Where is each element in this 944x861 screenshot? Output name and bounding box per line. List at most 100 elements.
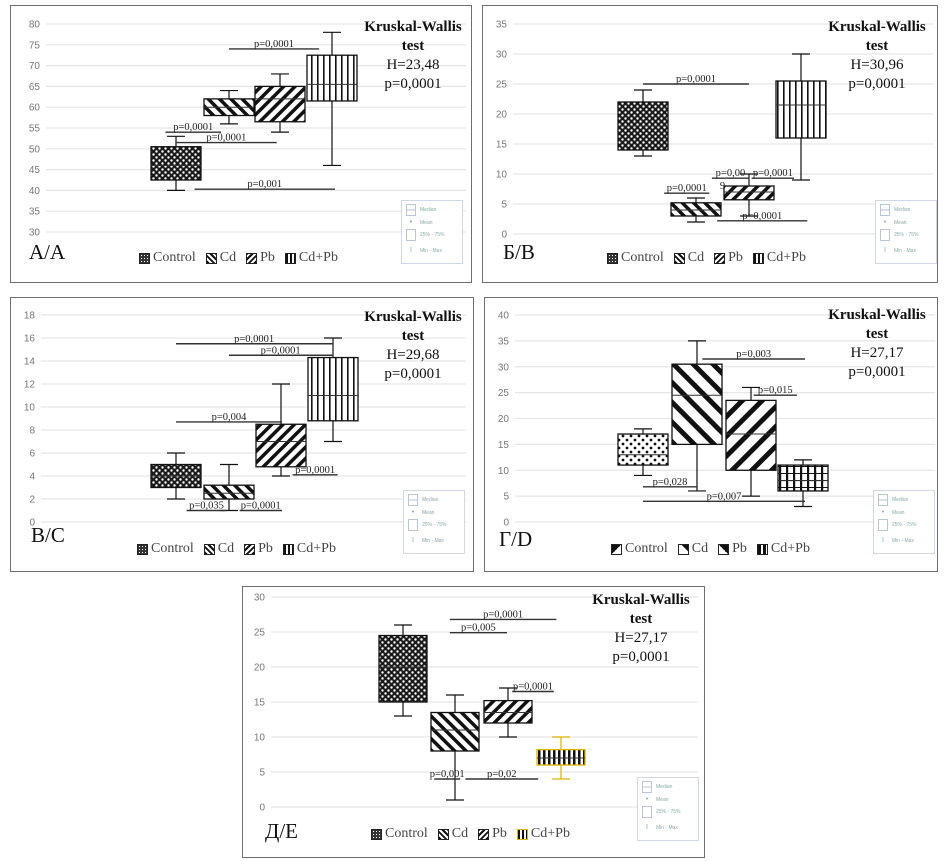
legend: Control Cd Pb Cd+Pb bbox=[607, 250, 806, 266]
p-value-bracket: p=0,0001 bbox=[664, 183, 710, 194]
p-value-bracket: p=0,001 bbox=[430, 769, 465, 780]
test-title: Kruskal-Wallis bbox=[828, 19, 926, 35]
y-tick-label: 30 bbox=[496, 50, 508, 61]
range-key-icon: I bbox=[412, 537, 414, 544]
h-statistic: H=29,68 bbox=[386, 347, 440, 363]
y-tick-label: 2 bbox=[29, 495, 35, 506]
legend-swatch bbox=[516, 828, 528, 840]
legend-swatch bbox=[137, 543, 148, 555]
p-value-label: p=0,0001 bbox=[742, 211, 782, 222]
median-key-icon bbox=[642, 781, 652, 793]
legend-label: Cd bbox=[217, 541, 235, 556]
legend-item-cd: Cd bbox=[673, 250, 705, 266]
y-tick-label: 30 bbox=[29, 228, 41, 239]
legend-item-cd-pb: Cd+Pb bbox=[282, 541, 336, 557]
key-label: Median bbox=[892, 497, 909, 503]
key-label: 25% - 75% bbox=[892, 522, 917, 528]
p-value-bracket: p=0,0001 bbox=[449, 609, 557, 620]
legend-item-pb: Pb bbox=[718, 541, 747, 557]
p-value-label: p=0,0001 bbox=[241, 501, 281, 512]
legend-label: Pb bbox=[492, 826, 507, 841]
y-tick-label: 40 bbox=[29, 186, 41, 197]
legend-item-pb: Pb bbox=[244, 541, 273, 557]
legend-label: Cd bbox=[219, 250, 237, 265]
key-label: 25% - 75% bbox=[656, 809, 681, 815]
y-tick-label: 35 bbox=[496, 20, 508, 31]
p-value-bracket: p=0,015 bbox=[753, 385, 797, 396]
box-cd-pb bbox=[307, 337, 359, 443]
legend-item-cd: Cd bbox=[437, 826, 468, 842]
kruskal-wallis-annotation: Kruskal-Wallis test H=27,17 p=0,0001 bbox=[827, 306, 927, 382]
y-tick-label: 8 bbox=[29, 426, 35, 437]
key-range: I Min - Max bbox=[642, 824, 678, 831]
box-cd bbox=[203, 463, 255, 512]
key-range: I Min - Max bbox=[880, 247, 916, 254]
key-range: I Min - Max bbox=[408, 537, 444, 544]
key-label: Min - Max bbox=[422, 537, 444, 544]
legend-item-control: Control bbox=[611, 541, 668, 557]
key-label: Median bbox=[420, 207, 437, 213]
key-label: Min - Max bbox=[892, 537, 914, 544]
y-tick-label: 20 bbox=[254, 663, 266, 674]
p-value-bracket: p=0,0001 bbox=[292, 465, 338, 476]
legend-item-control: Control bbox=[139, 250, 196, 266]
p-value-label: p=0,001 bbox=[247, 179, 282, 190]
legend-label: Pb bbox=[260, 250, 275, 265]
p-value-label: p=0,0001 bbox=[513, 682, 553, 693]
y-tick-label: 35 bbox=[498, 336, 510, 347]
legend-item-cd-pb: Cd+Pb bbox=[284, 250, 338, 266]
box-pb bbox=[254, 73, 306, 133]
p-value-label: p=0,00 bbox=[716, 168, 746, 179]
iqr-box bbox=[671, 363, 723, 446]
box-pb bbox=[255, 383, 307, 477]
p-value-label: p=0,0001 bbox=[483, 609, 523, 620]
panel-label: А/A bbox=[29, 240, 66, 264]
key-median: Median bbox=[406, 204, 436, 216]
legend-item-cd-pb: Cd+Pb bbox=[516, 826, 570, 842]
y-tick-label: 60 bbox=[29, 103, 41, 114]
iqr-key-icon bbox=[878, 519, 888, 531]
legend-swatch bbox=[673, 252, 685, 264]
y-tick-label: 10 bbox=[254, 733, 266, 744]
y-tick-label: 0 bbox=[259, 803, 265, 814]
key-median: Median bbox=[642, 781, 672, 793]
iqr-key-icon bbox=[642, 806, 652, 818]
median-key-icon bbox=[406, 204, 416, 216]
key-label: 25% - 75% bbox=[422, 522, 447, 528]
boxplot-chart-c: 024681012141618p=0,0001p=0,0001p=0,004p=… bbox=[24, 311, 466, 529]
iqr-box bbox=[775, 80, 827, 139]
key-mean: • Mean bbox=[642, 796, 669, 803]
p-value-bracket: p=0,004 bbox=[176, 412, 282, 423]
p-value-label: p=0,007 bbox=[707, 491, 742, 502]
iqr-box bbox=[536, 748, 586, 766]
boxplot-key: Median • Mean 25% - 75% I Min - Max bbox=[637, 777, 699, 841]
p-value-bracket: p=0,007 bbox=[643, 491, 805, 502]
legend-label: Cd bbox=[687, 250, 705, 265]
iqr-box bbox=[150, 146, 202, 181]
p-value-bracket: p=0,0001 bbox=[239, 501, 282, 512]
y-tick-label: 20 bbox=[498, 414, 510, 425]
iqr-key-icon bbox=[406, 229, 416, 241]
legend-item-cd: Cd bbox=[205, 250, 237, 266]
legend-item-control: Control bbox=[371, 826, 428, 842]
p-value-label: p=0,0001 bbox=[676, 74, 716, 85]
y-tick-label: 10 bbox=[498, 466, 510, 477]
p-value-bracket: p=0,003 bbox=[702, 349, 805, 360]
y-tick-label: 30 bbox=[498, 362, 510, 373]
legend-swatch bbox=[756, 543, 768, 555]
legend-swatch bbox=[203, 543, 215, 555]
key-label: Median bbox=[422, 497, 439, 503]
p-value: p=0,0001 bbox=[384, 366, 442, 382]
boxplot-key: Median • Mean 25% - 75% I Min - Max bbox=[401, 200, 463, 264]
panel-e: 0 5 10 15 20 25 30 p=0,0001 p=0,005 p=0,0001 p=0,0… bbox=[242, 586, 705, 858]
boxplot-key: Median • Mean 25% - 75% I Min - Max bbox=[873, 490, 935, 554]
p-value-label-continued: 9 bbox=[720, 181, 725, 192]
p-value: p=0,0001 bbox=[848, 76, 906, 92]
boxplot-chart-d: 0 5 10 15 20 25 30 35 40 p=0,003 p=0,015 p=0,028 p=0… bbox=[498, 311, 935, 529]
box-pb bbox=[725, 386, 777, 497]
mean-key-icon: • bbox=[881, 509, 885, 516]
y-tick-label: 65 bbox=[29, 82, 41, 93]
legend: Control Cd Pb Cd+Pb bbox=[137, 541, 336, 557]
h-statistic: H=27,17 bbox=[614, 630, 668, 646]
box-control bbox=[150, 452, 202, 500]
